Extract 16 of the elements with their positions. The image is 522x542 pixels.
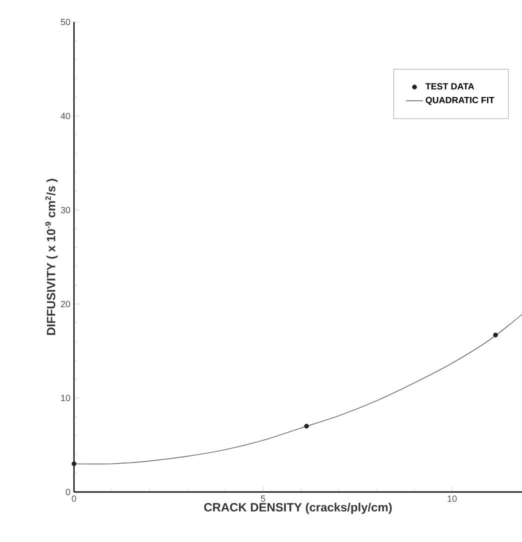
x-tick-label: 5: [260, 496, 266, 502]
y-tick-label: 20: [60, 300, 70, 308]
y-tick-label: 40: [60, 112, 70, 120]
point: [493, 332, 498, 338]
point: [72, 461, 76, 466]
y-tick-label: 30: [60, 206, 70, 214]
x-tick-label: 0: [72, 496, 76, 502]
point: [304, 424, 309, 429]
y-tick-label: 10: [61, 394, 70, 402]
y-tick-label: 0: [66, 488, 70, 496]
y-axis-title: DIFFUSIVITY ( x 10$^{-9}$ cm$^{2}$/s ): [45, 178, 58, 335]
legend-label: TEST DATA: [425, 83, 474, 90]
x-tick-label: 10: [448, 496, 457, 502]
y-tick-label: 50: [60, 18, 70, 26]
x-axis-title: CRACK DENSITY (cracks/ply/cm): [204, 502, 392, 514]
legend-label: QUADRATIC FIT: [426, 96, 494, 105]
